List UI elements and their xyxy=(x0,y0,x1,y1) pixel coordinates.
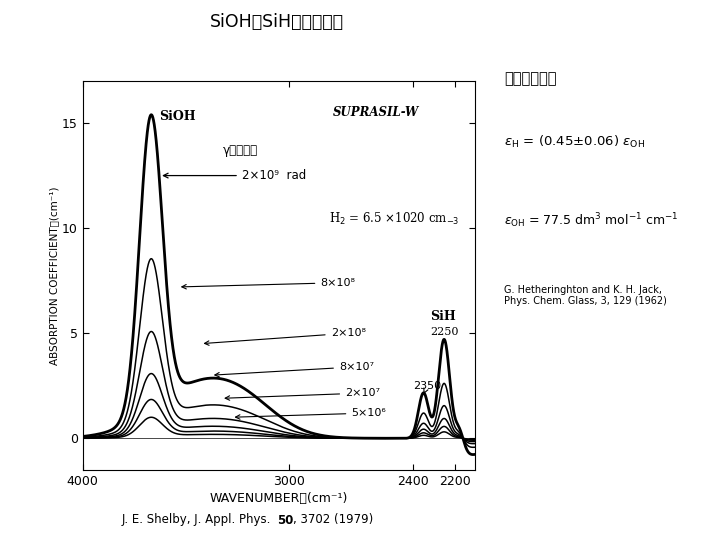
Text: , 3702 (1979): , 3702 (1979) xyxy=(293,514,373,526)
Text: 50: 50 xyxy=(277,514,294,526)
Text: H$_2$ = 6.5 $\times$1020 cm$_{-3}$: H$_2$ = 6.5 $\times$1020 cm$_{-3}$ xyxy=(328,211,459,227)
Text: γ線照射量: γ線照射量 xyxy=(223,144,258,157)
Text: 2250: 2250 xyxy=(430,327,459,337)
Y-axis label: ABSORPTION COEFFICIENT　(cm⁻¹): ABSORPTION COEFFICIENT (cm⁻¹) xyxy=(49,186,59,364)
Text: J. E. Shelby, J. Appl. Phys.: J. E. Shelby, J. Appl. Phys. xyxy=(122,514,277,526)
Text: SiOH: SiOH xyxy=(160,110,196,123)
Text: モル吸光係数: モル吸光係数 xyxy=(504,71,557,86)
Text: SiOHとSiHによる吸収: SiOHとSiHによる吸収 xyxy=(210,14,344,31)
Text: 8×10⁷: 8×10⁷ xyxy=(215,362,374,377)
Text: $\varepsilon_\mathrm{OH}$ = 77.5 dm$^3$ mol$^{-1}$ cm$^{-1}$: $\varepsilon_\mathrm{OH}$ = 77.5 dm$^3$ … xyxy=(504,212,678,231)
Text: $\varepsilon_\mathrm{H}$ = (0.45$\pm$0.06) $\varepsilon_\mathrm{OH}$: $\varepsilon_\mathrm{H}$ = (0.45$\pm$0.0… xyxy=(504,134,645,150)
X-axis label: WAVENUMBER　(cm⁻¹): WAVENUMBER (cm⁻¹) xyxy=(210,492,348,505)
Text: G. Hetheringhton and K. H. Jack,
Phys. Chem. Glass, 3, 129 (1962): G. Hetheringhton and K. H. Jack, Phys. C… xyxy=(504,285,667,306)
Text: 2350: 2350 xyxy=(413,381,441,394)
Text: 2×10⁹  rad: 2×10⁹ rad xyxy=(163,169,306,182)
Text: 2×10⁸: 2×10⁸ xyxy=(204,328,366,345)
Text: 8×10⁸: 8×10⁸ xyxy=(182,278,355,289)
Text: SiH: SiH xyxy=(430,309,456,323)
Text: 2×10⁷: 2×10⁷ xyxy=(225,388,380,400)
Text: SUPRASIL-W: SUPRASIL-W xyxy=(333,106,419,119)
Text: 5×10⁶: 5×10⁶ xyxy=(235,408,386,419)
